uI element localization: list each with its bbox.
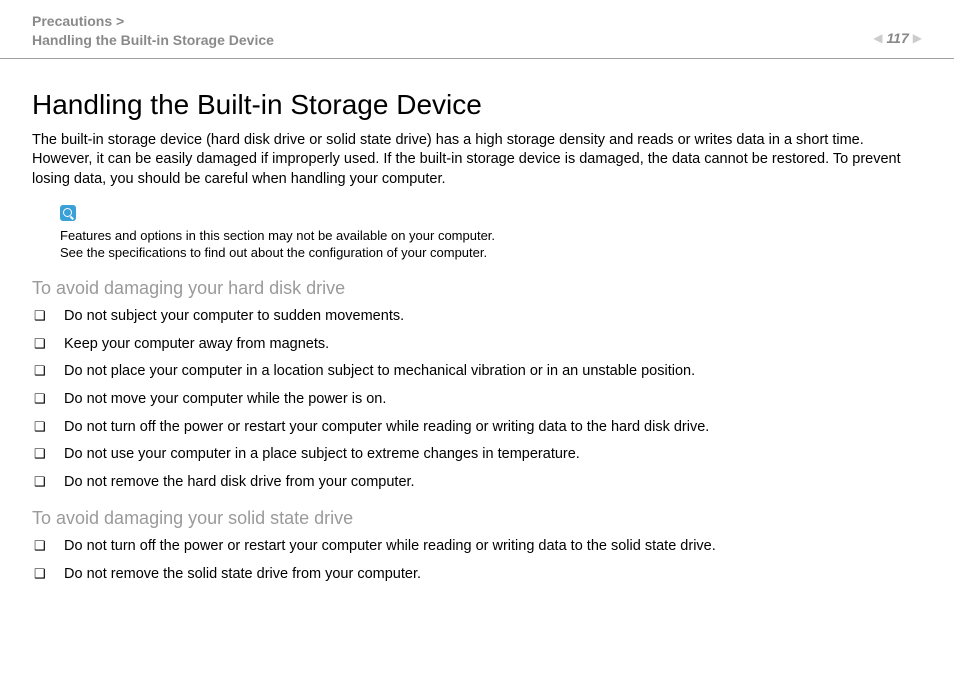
next-page-arrow-icon[interactable]: ▶: [913, 31, 922, 45]
page-header: Precautions > Handling the Built-in Stor…: [0, 0, 954, 58]
breadcrumb-page: Handling the Built-in Storage Device: [32, 31, 274, 50]
bullet-list: Do not subject your computer to sudden m…: [32, 307, 922, 492]
bullet-list: Do not turn off the power or restart you…: [32, 537, 922, 584]
list-item: Keep your computer away from magnets.: [32, 335, 922, 355]
page-indicator: ◀ 117 ▶: [873, 12, 922, 46]
list-item: Do not use your computer in a place subj…: [32, 445, 922, 465]
note-text: Features and options in this section may…: [60, 228, 922, 262]
list-item: Do not remove the solid state drive from…: [32, 565, 922, 585]
list-item: Do not turn off the power or restart you…: [32, 418, 922, 438]
prev-page-arrow-icon[interactable]: ◀: [873, 31, 882, 45]
section-heading: To avoid damaging your hard disk drive: [32, 278, 922, 299]
list-item: Do not turn off the power or restart you…: [32, 537, 922, 557]
list-item: Do not move your computer while the powe…: [32, 390, 922, 410]
list-item: Do not remove the hard disk drive from y…: [32, 473, 922, 493]
breadcrumb-section: Precautions >: [32, 12, 274, 31]
breadcrumb: Precautions > Handling the Built-in Stor…: [32, 12, 274, 50]
note-block: Features and options in this section may…: [60, 205, 922, 262]
page-title: Handling the Built-in Storage Device: [32, 89, 922, 121]
magnifier-icon: [60, 205, 76, 221]
intro-paragraph: The built-in storage device (hard disk d…: [32, 131, 922, 190]
section-heading: To avoid damaging your solid state drive: [32, 508, 922, 529]
list-item: Do not subject your computer to sudden m…: [32, 307, 922, 327]
page-content: Handling the Built-in Storage Device The…: [0, 59, 954, 585]
list-item: Do not place your computer in a location…: [32, 362, 922, 382]
page-number: 117: [886, 30, 908, 46]
